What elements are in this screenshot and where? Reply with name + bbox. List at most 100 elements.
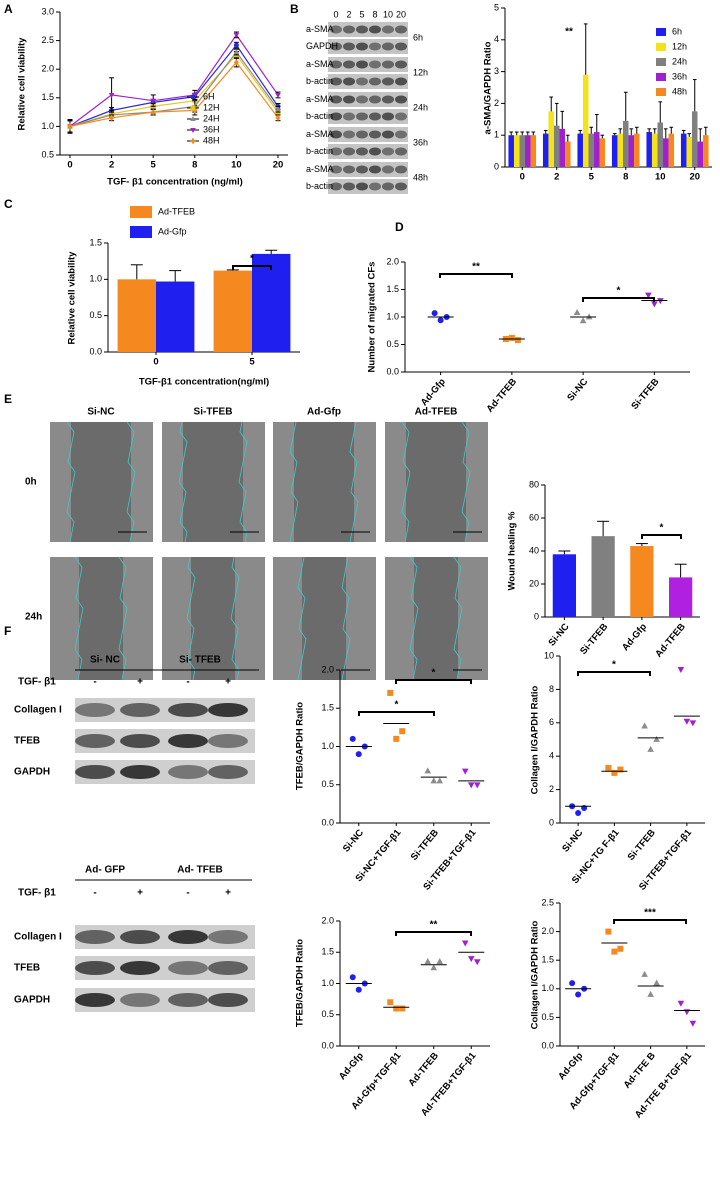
lane-label: 0 [333,9,338,19]
bar [582,74,589,167]
bar [565,141,571,167]
point [573,309,581,315]
significance-bracket [439,273,513,278]
significance-bracket [613,919,687,924]
bar [508,135,514,167]
bar [630,546,654,617]
blot-band [330,182,342,191]
significance-label: *** [644,908,656,919]
blot-band [395,95,407,104]
y-tick-label: 2.0 [541,926,554,936]
point [647,990,654,997]
point [233,32,240,38]
y-tick-label: 4 [494,34,499,44]
blot-band [343,77,355,86]
legend-swatch [130,226,152,238]
y-tick-label: 20 [529,578,539,588]
protein-label: b-actin [306,76,333,86]
bar [680,133,687,167]
column-label: Ad-Gfp [307,407,341,418]
y-tick-label: 1.5 [386,284,399,294]
x-tick-label: 8 [192,160,197,171]
wound-edge [178,421,188,543]
protein-label: a-SMA [306,164,334,174]
blot-band [168,703,208,717]
blot-band [168,930,208,944]
wound-gap [183,422,243,542]
blot-band [208,734,248,748]
legend-swatch [656,88,666,96]
blot-band [369,182,381,191]
significance-label: ** [472,262,480,273]
point [653,979,660,986]
group-label: Si- TFEB [179,655,221,666]
legend-swatch [130,206,152,218]
x-tick-label: Si-TFEB [629,376,661,411]
y-axis-label: Number of migrated CFs [367,262,378,373]
y-tick-label: 1.5 [41,92,54,102]
x-tick-label: Ad-TFE B [622,1050,658,1090]
blot-band [75,930,115,944]
blot-band [75,765,115,779]
lane-label: 20 [396,9,406,19]
blot-band [343,147,355,156]
blot-band [382,42,394,51]
wound-gap [71,422,131,542]
bar [252,253,291,352]
bar [703,135,709,167]
bar [617,133,623,167]
point [467,956,475,963]
panel-label: E [4,392,12,406]
blot-band [356,182,368,191]
row-label: 24h [25,612,42,623]
blot-band [120,930,160,944]
blot-band [356,42,368,51]
protein-label: GAPDH [306,41,338,51]
wound-edge [126,421,136,543]
group-label: Ad- TFEB [177,865,223,876]
blot-band [208,993,248,1007]
blot-band [343,182,355,191]
blot-band [208,961,248,975]
bar [542,133,549,167]
point [437,317,444,324]
bar [525,135,531,167]
lane-label: 10 [383,9,393,19]
point [514,337,521,344]
blot-band [330,165,342,174]
protein-label: Collagen I [14,932,62,943]
significance-label: * [617,286,621,297]
blot-band [120,765,160,779]
point [653,735,660,742]
y-axis-label: Collagen I/GAPDH Ratio [530,920,541,1029]
wound-gap [414,557,458,680]
y-tick-label: 0.5 [89,310,102,320]
point [355,986,362,993]
point [275,106,281,112]
significance-label: * [250,254,254,265]
y-tick-label: 0.0 [321,817,334,827]
y-tick-label: 1.0 [89,274,102,284]
y-tick-label: 1.5 [321,947,334,957]
y-tick-label: 3 [494,66,499,76]
blot-band [369,25,381,34]
legend-label: 36h [672,71,687,81]
point [150,98,156,104]
legend-swatch [656,73,666,81]
x-tick-label: Si-NC [565,376,590,403]
lane-label: 2 [346,9,351,19]
point [387,689,394,696]
time-label: 36h [413,137,428,147]
significance-label: ** [430,920,438,931]
blot-band [356,95,368,104]
bar [552,554,576,617]
point [461,940,469,947]
protein-label: a-SMA [306,59,334,69]
time-label: 48h [413,172,428,182]
blot-band [382,77,394,86]
blot-band [395,182,407,191]
y-tick-label: 4 [549,751,554,761]
x-tick-label: Ad-TFEB [406,1050,441,1088]
y-tick-label: 5 [494,2,499,12]
point [677,1000,685,1007]
